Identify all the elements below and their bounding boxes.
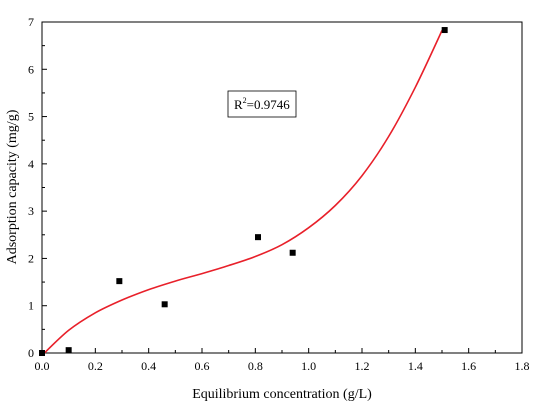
x-tick-label: 0.4: [141, 359, 156, 373]
y-tick-label: 4: [28, 157, 34, 171]
x-axis-ticks: 0.0 0.2 0.4 0.6 0.8 1.0 1.2 1.4 1.6 1.8: [35, 348, 530, 373]
fit-curve: [41, 30, 443, 356]
data-point: [255, 234, 261, 241]
y-tick-label: 2: [28, 251, 34, 265]
x-tick-label: 1.2: [355, 359, 370, 373]
data-point: [116, 278, 123, 285]
y-tick-label: 1: [28, 299, 34, 313]
y-axis-ticks: 0 1 2 3 4 5 6 7: [28, 15, 47, 360]
x-tick-label: 0.6: [195, 359, 210, 373]
y-tick-label: 5: [28, 110, 34, 124]
data-point: [161, 301, 168, 308]
y-tick-label: 0: [28, 346, 34, 360]
data-points: [39, 27, 448, 356]
data-point: [39, 350, 45, 356]
x-tick-label: 0.8: [248, 359, 263, 373]
x-tick-label: 1.0: [301, 359, 316, 373]
r2-label: R2=0.9746: [234, 96, 290, 112]
data-point: [441, 27, 448, 34]
y-tick-label: 3: [28, 204, 34, 218]
data-point: [65, 347, 72, 354]
x-tick-label: 1.6: [461, 359, 476, 373]
x-tick-label: 1.4: [408, 359, 423, 373]
y-tick-label: 7: [28, 15, 34, 29]
r2-value: =0.9746: [247, 97, 291, 112]
data-point: [289, 249, 296, 256]
r2-annotation: R2=0.9746: [227, 90, 297, 118]
x-tick-label: 1.8: [515, 359, 530, 373]
r2-r: R: [234, 97, 243, 112]
x-tick-label: 0.0: [35, 359, 50, 373]
r2-box: [227, 90, 297, 118]
x-axis-title: Equilibrium concentration (g/L): [192, 387, 372, 402]
y-tick-label: 6: [28, 62, 34, 76]
x-tick-label: 0.2: [88, 359, 103, 373]
r2-superscript: 2: [243, 96, 247, 105]
y-axis-title: Adsorption capacity (mg/g): [5, 109, 20, 264]
